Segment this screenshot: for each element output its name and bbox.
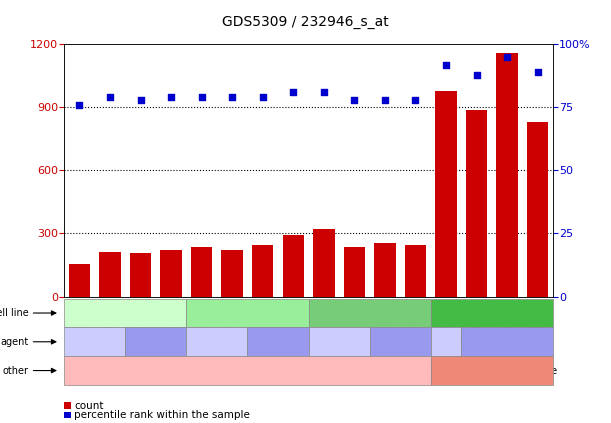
Point [441, 61, 451, 68]
Point [411, 96, 420, 103]
Text: sotrastaurin
n: sotrastaurin n [67, 332, 122, 352]
Bar [64, 402, 71, 409]
Point [319, 89, 329, 96]
Point [227, 94, 237, 101]
Text: percentile rank within the sample: percentile rank within the sample [74, 410, 250, 420]
Point [288, 89, 298, 96]
Text: control: control [262, 337, 294, 346]
Bar [375, 243, 396, 297]
Point [349, 96, 359, 103]
Text: count: count [74, 401, 103, 411]
Text: Jeko-1: Jeko-1 [108, 308, 142, 318]
Point [380, 96, 390, 103]
Bar [252, 245, 274, 297]
Bar [497, 53, 518, 297]
Point [75, 102, 84, 108]
Text: sotrastaurin-insensitive: sotrastaurin-insensitive [426, 365, 557, 376]
Bar [313, 229, 335, 297]
Text: Mino: Mino [234, 308, 261, 318]
Text: Z138: Z138 [355, 308, 384, 318]
Bar [405, 245, 426, 297]
Point [105, 94, 115, 101]
Bar [466, 110, 488, 297]
Bar [283, 234, 304, 297]
Bar [161, 250, 182, 297]
Bar [191, 247, 213, 297]
Point [502, 54, 512, 60]
Text: sotrastaurin
n: sotrastaurin n [312, 332, 367, 352]
Bar [100, 253, 121, 297]
Point [136, 96, 145, 103]
Text: control: control [384, 337, 416, 346]
Point [166, 94, 176, 101]
Text: other: other [2, 365, 29, 376]
Text: cell line: cell line [0, 308, 29, 318]
Text: sotrastaurin
n: sotrastaurin n [189, 332, 244, 352]
Point [197, 94, 207, 101]
Bar [222, 250, 243, 297]
Text: control: control [140, 337, 172, 346]
Bar [344, 247, 365, 297]
Point [258, 94, 268, 101]
Text: Maver-1: Maver-1 [469, 308, 514, 318]
Text: GDS5309 / 232946_s_at: GDS5309 / 232946_s_at [222, 15, 389, 29]
Point [472, 71, 481, 78]
Text: control: control [491, 337, 523, 346]
Point [533, 69, 543, 76]
Bar [527, 122, 549, 297]
Bar [436, 91, 457, 297]
Bar [130, 253, 152, 297]
Text: sotrastaurin-sensitive: sotrastaurin-sensitive [187, 365, 308, 376]
Text: sotrastaurin: sotrastaurin [419, 337, 474, 346]
Bar [64, 412, 71, 418]
Text: agent: agent [1, 337, 29, 347]
Bar [69, 264, 90, 297]
